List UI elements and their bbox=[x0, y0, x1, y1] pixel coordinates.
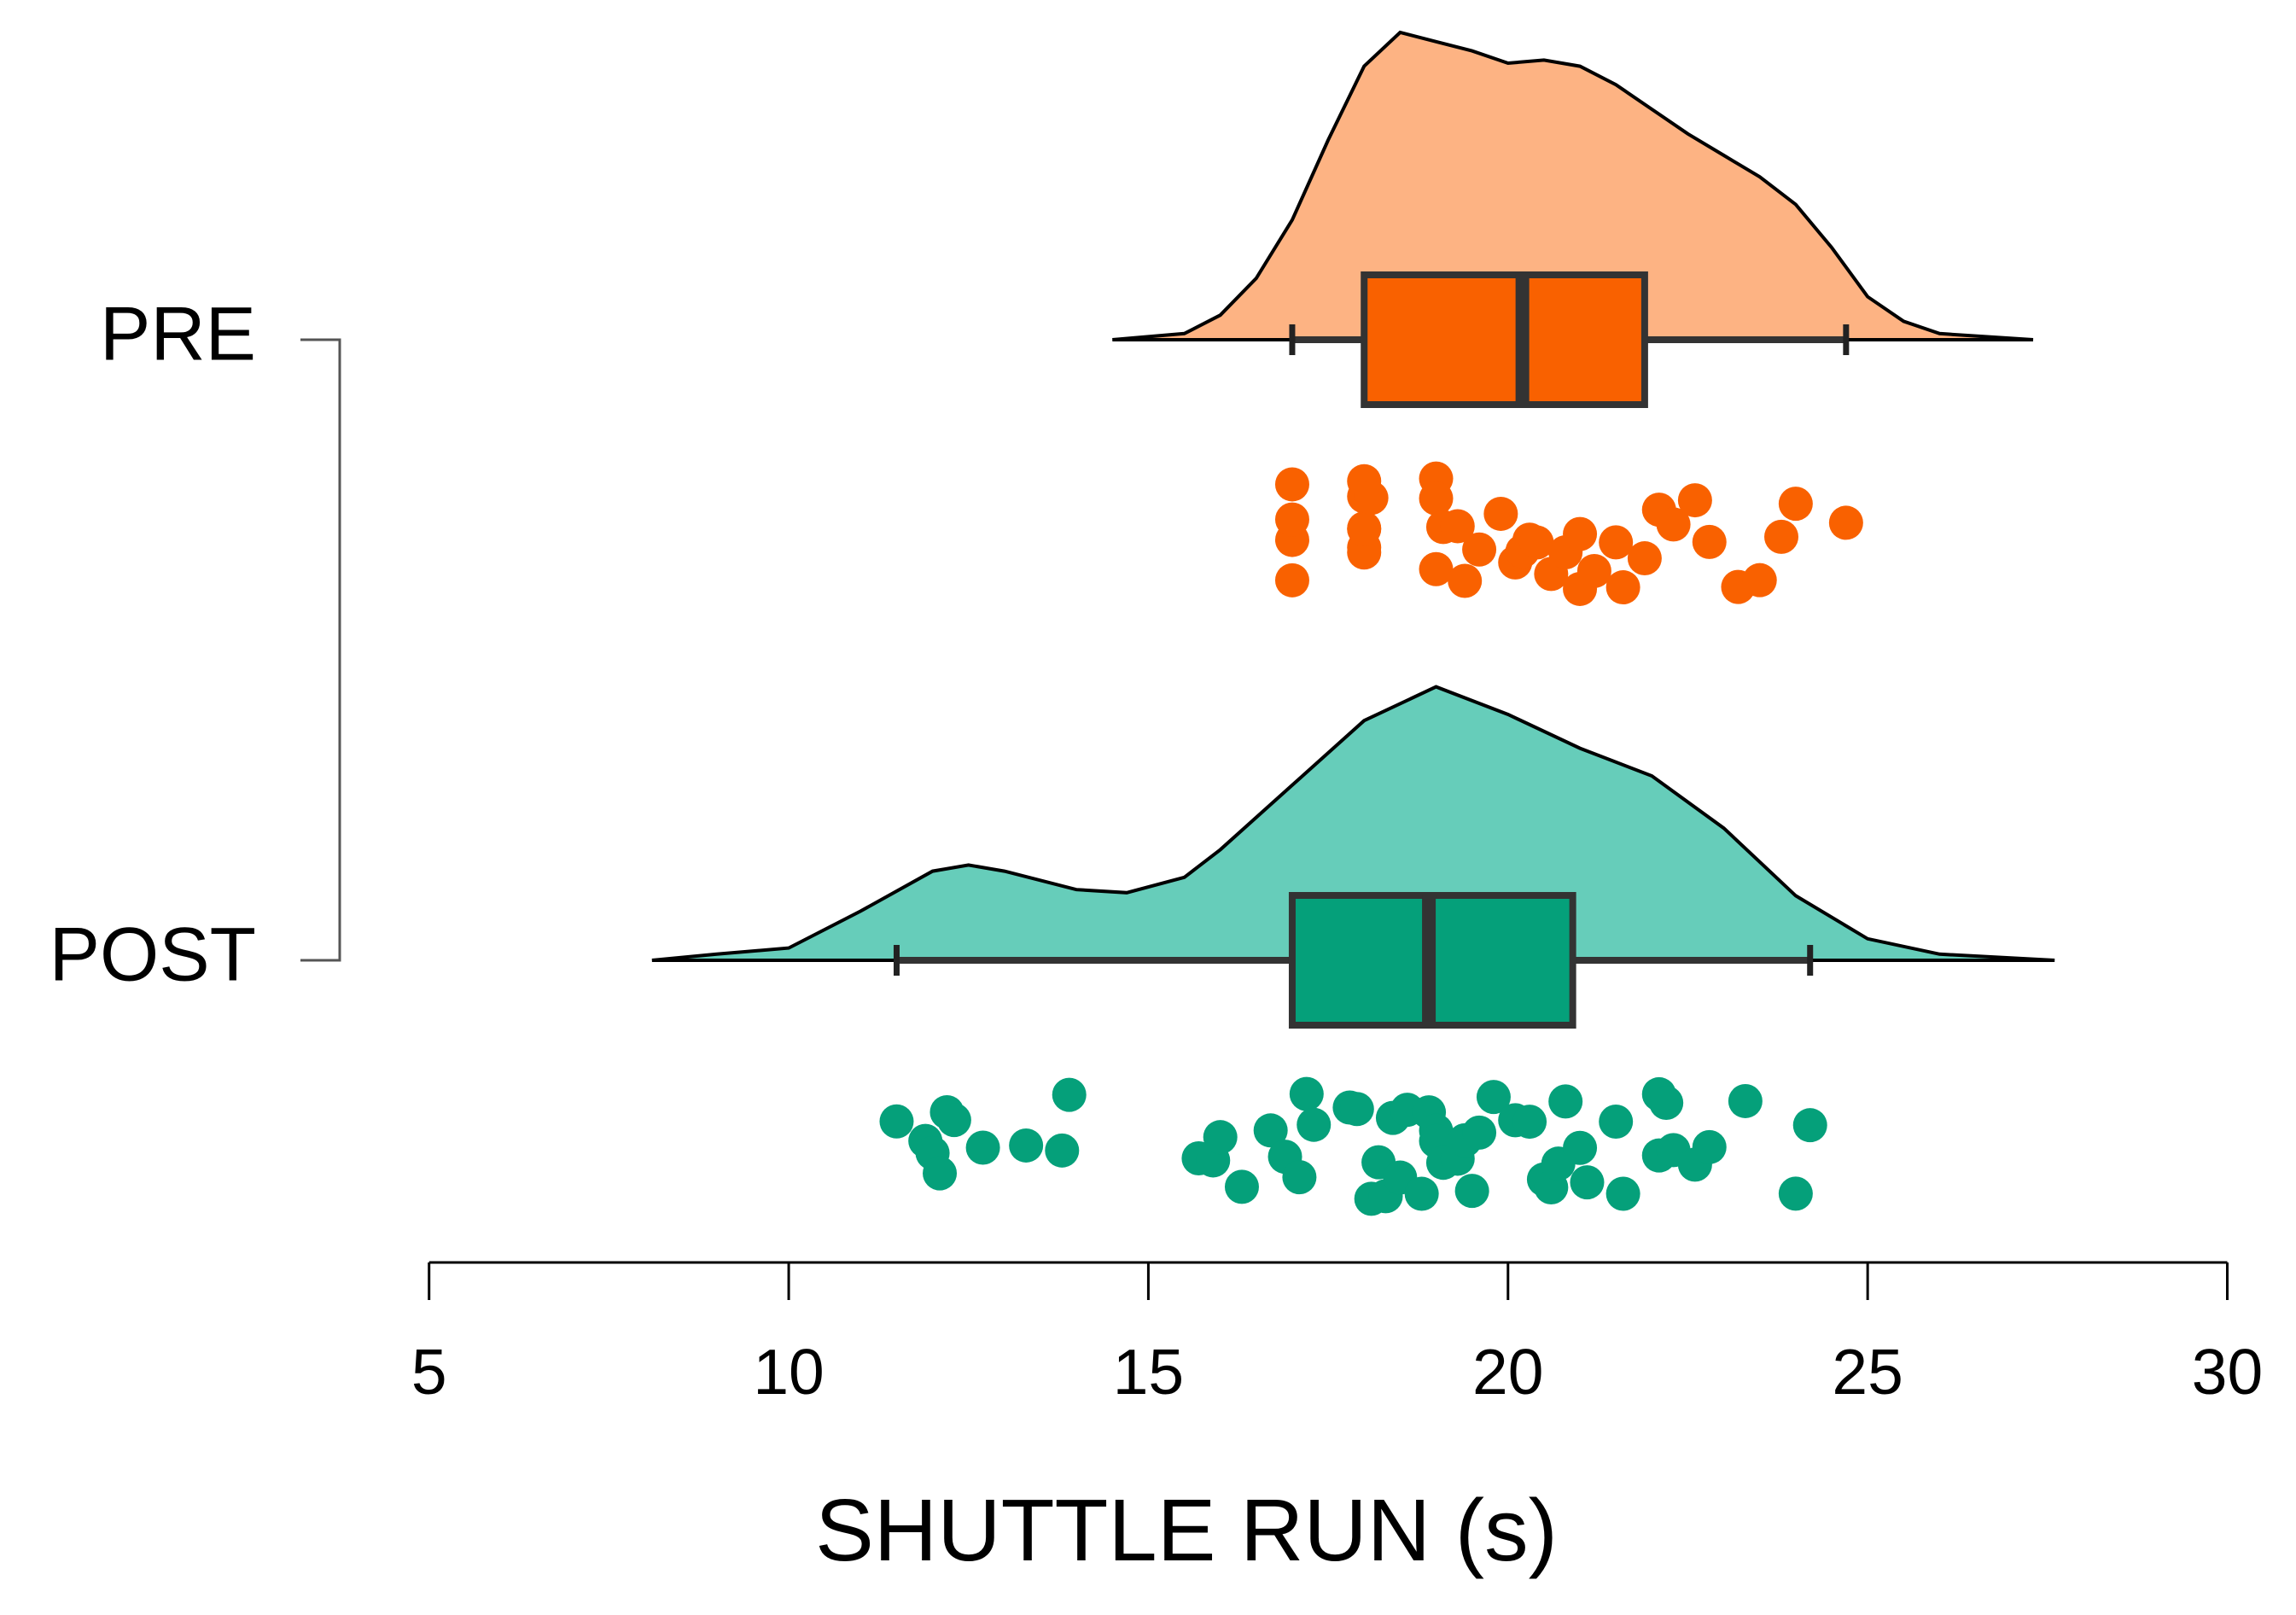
x-tick-label: 30 bbox=[2192, 1336, 2263, 1408]
group-bracket bbox=[300, 338, 341, 962]
x-tick-label: 10 bbox=[753, 1336, 824, 1408]
data-point bbox=[1339, 1092, 1374, 1127]
data-point bbox=[1009, 1128, 1044, 1163]
data-point bbox=[1404, 1176, 1439, 1211]
data-point bbox=[1570, 1165, 1605, 1200]
data-point bbox=[936, 1103, 971, 1138]
data-point bbox=[1203, 1120, 1238, 1155]
data-point bbox=[1454, 1174, 1489, 1209]
data-point bbox=[1548, 1084, 1583, 1119]
data-point bbox=[1476, 1080, 1511, 1115]
data-point bbox=[1563, 1130, 1598, 1165]
data-point bbox=[1576, 553, 1611, 588]
data-point bbox=[1778, 487, 1813, 522]
category-label: POST bbox=[50, 912, 256, 997]
data-point bbox=[1649, 1085, 1684, 1120]
data-point bbox=[1605, 570, 1640, 605]
data-point bbox=[1448, 563, 1483, 598]
density bbox=[1112, 30, 2034, 341]
data-point bbox=[1274, 467, 1309, 502]
data-point bbox=[1462, 532, 1497, 567]
data-point bbox=[1440, 509, 1475, 544]
data-point bbox=[1274, 563, 1309, 598]
data-point bbox=[1563, 516, 1598, 551]
data-point bbox=[1419, 551, 1454, 586]
data-point bbox=[1519, 525, 1554, 560]
data-point bbox=[1778, 1176, 1813, 1211]
data-point bbox=[1692, 524, 1727, 559]
x-tick-label: 15 bbox=[1113, 1336, 1184, 1408]
data-point bbox=[1728, 1083, 1763, 1118]
data-point bbox=[1297, 1107, 1332, 1142]
data-point bbox=[1828, 505, 1863, 540]
data-point bbox=[1462, 1115, 1497, 1150]
data-point bbox=[1347, 535, 1382, 570]
data-point bbox=[1045, 1133, 1080, 1168]
data-point bbox=[1354, 481, 1389, 516]
data-point bbox=[1282, 1160, 1317, 1195]
x-tick-label: 20 bbox=[1472, 1336, 1543, 1408]
data-point bbox=[1419, 481, 1454, 516]
data-point bbox=[1742, 563, 1777, 598]
data-point bbox=[1764, 519, 1799, 554]
data-point bbox=[1052, 1077, 1087, 1112]
data-point bbox=[879, 1104, 914, 1139]
category-label: PRE bbox=[100, 291, 256, 376]
data-point bbox=[1627, 541, 1662, 576]
data-point bbox=[1599, 525, 1634, 560]
data-point bbox=[1677, 483, 1712, 518]
data-point bbox=[1656, 507, 1691, 542]
data-point bbox=[1274, 502, 1309, 537]
data-point bbox=[1692, 1129, 1727, 1164]
box bbox=[1361, 271, 1648, 408]
density bbox=[651, 685, 2055, 962]
x-tick-label: 5 bbox=[411, 1336, 447, 1408]
x-axis-label: SHUTTLE RUN (s) bbox=[815, 1481, 1558, 1579]
data-point bbox=[1224, 1169, 1259, 1204]
data-point bbox=[1512, 1105, 1547, 1140]
data-point bbox=[965, 1130, 1000, 1165]
data-point bbox=[1483, 496, 1518, 531]
data-point bbox=[1605, 1176, 1640, 1211]
data-point bbox=[1253, 1113, 1288, 1148]
data-point bbox=[1792, 1108, 1827, 1143]
data-point bbox=[1347, 511, 1382, 546]
data-point bbox=[1289, 1076, 1324, 1111]
data-point bbox=[923, 1156, 958, 1191]
x-tick-label: 25 bbox=[1832, 1336, 1903, 1408]
data-point bbox=[1599, 1105, 1634, 1140]
